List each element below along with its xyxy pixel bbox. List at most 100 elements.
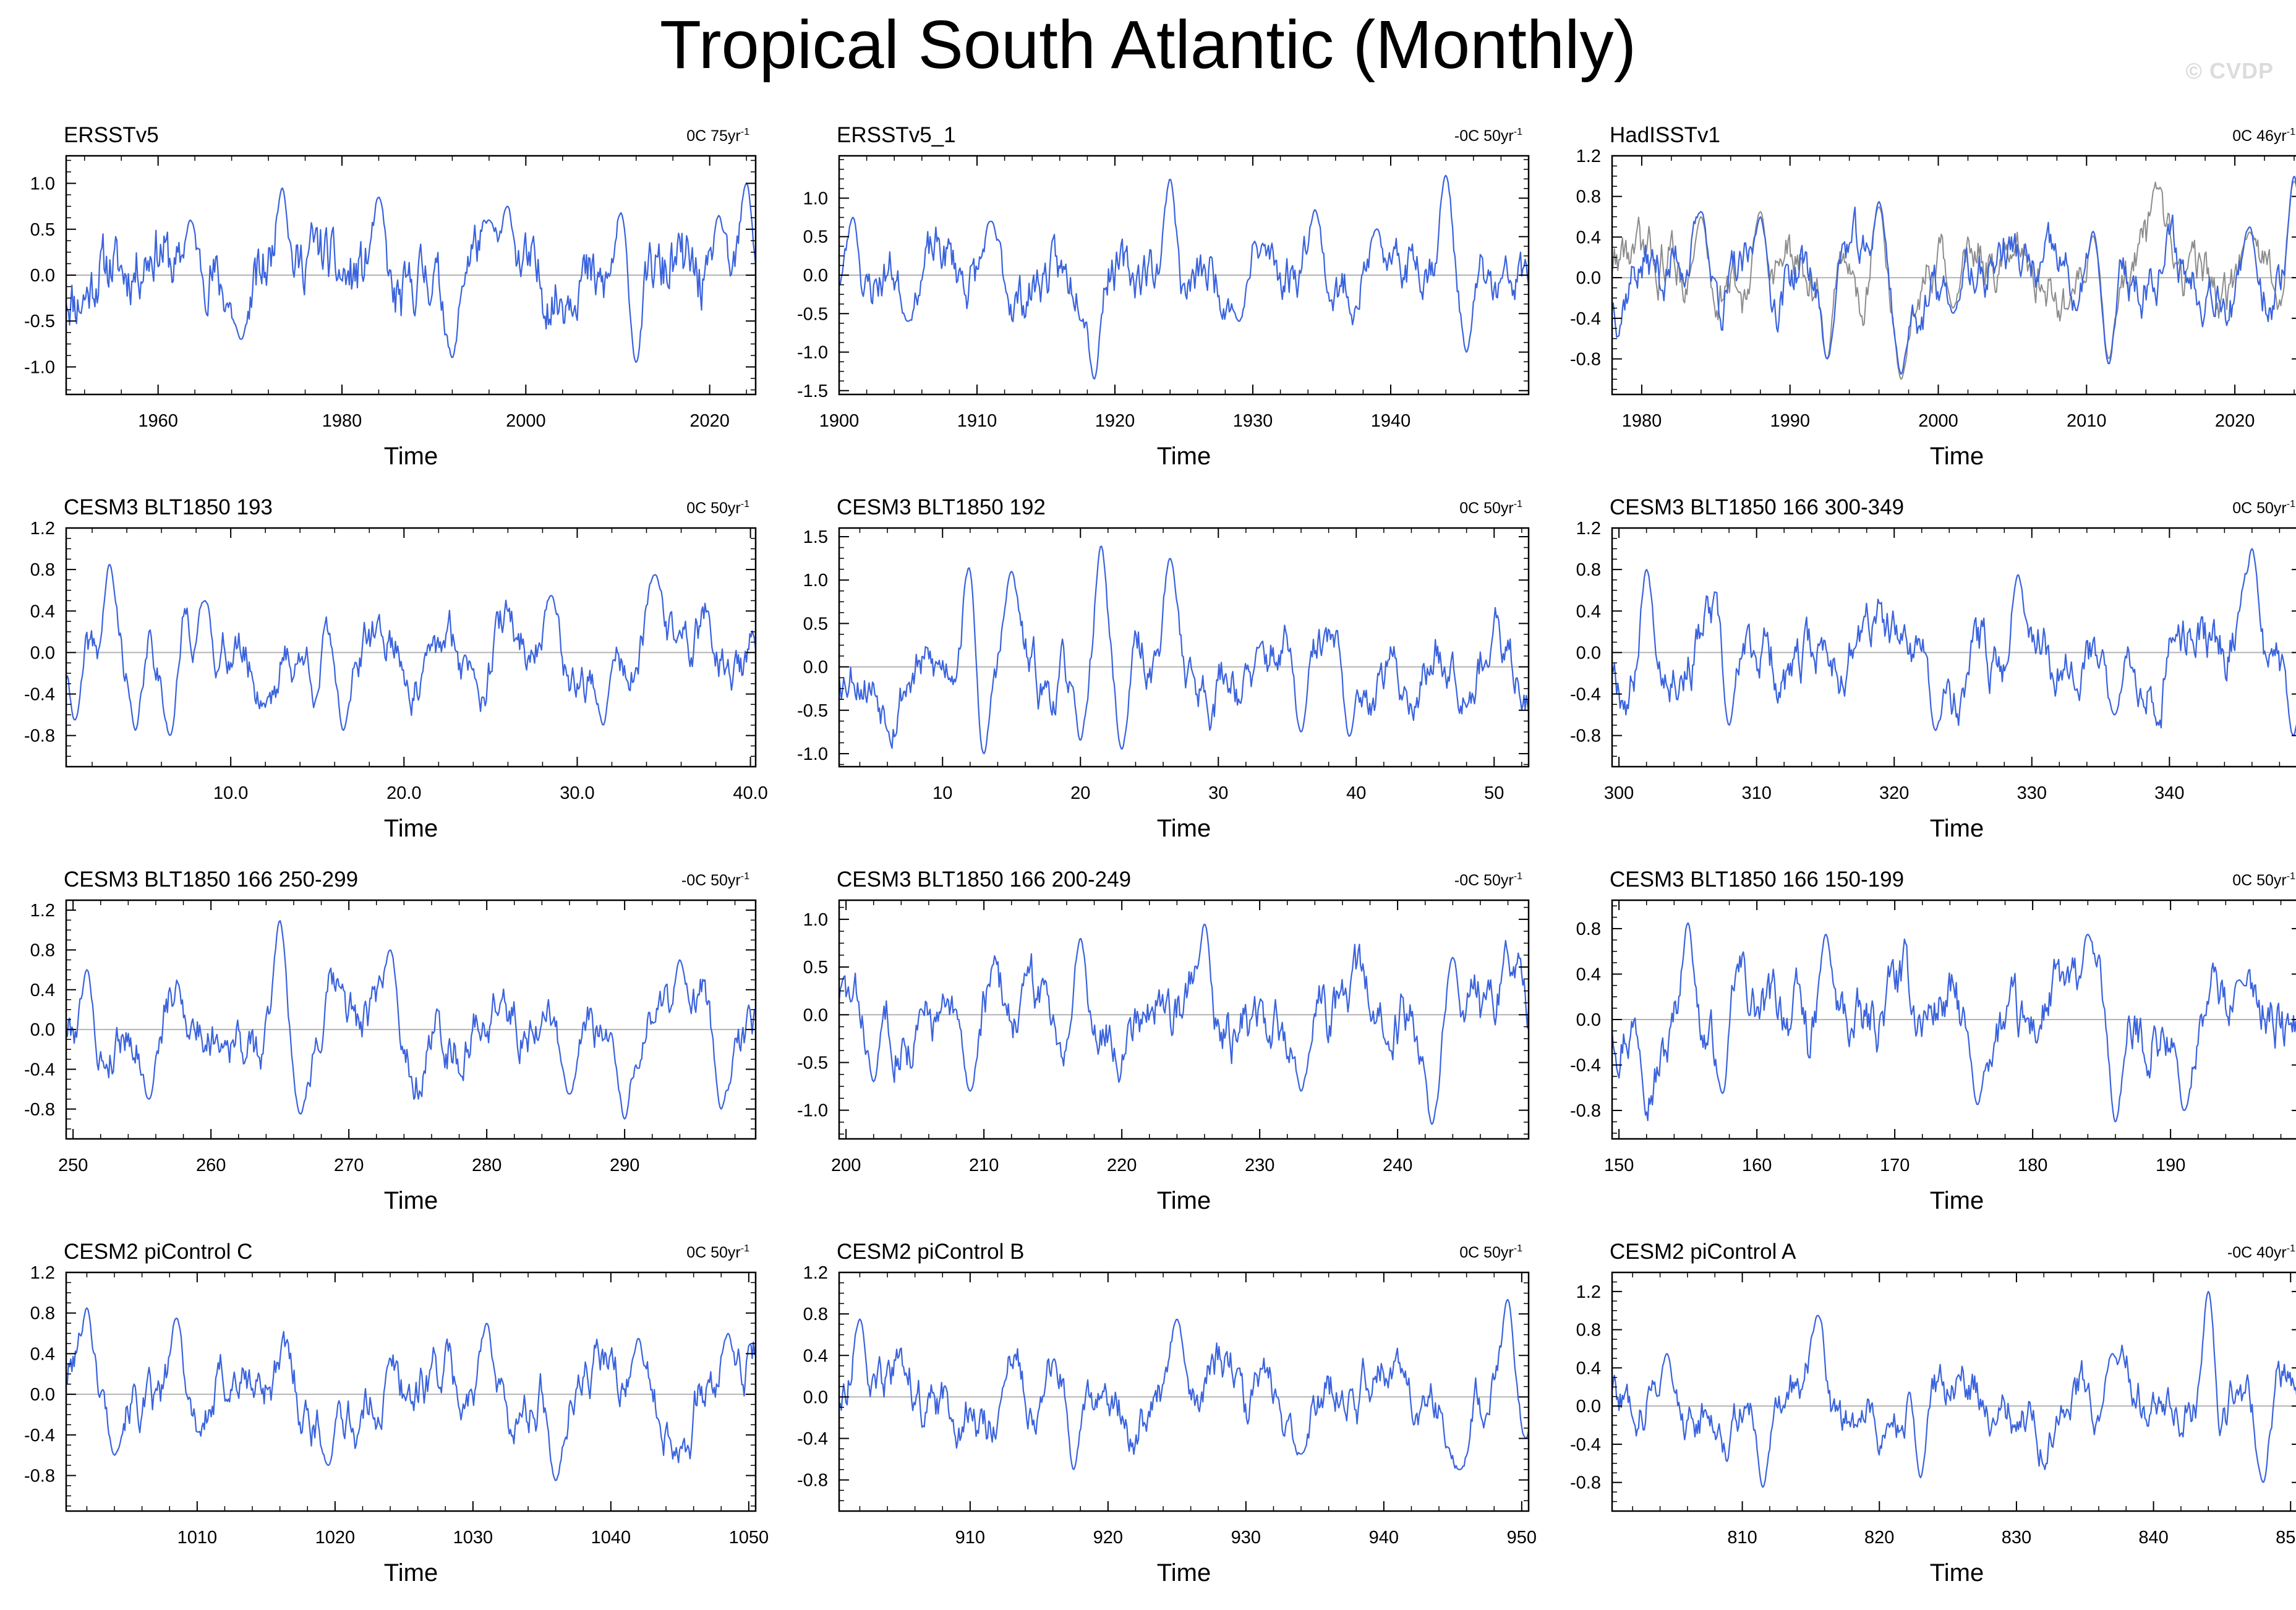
x-axis-label: Time: [384, 443, 438, 470]
y-tick-label: -0.8: [1570, 1473, 1601, 1493]
plot-frame: [65, 1271, 757, 1512]
x-tick-label: 1960: [138, 411, 178, 431]
x-axis-label: Time: [1157, 443, 1211, 470]
plot-frame: [838, 1271, 1530, 1512]
y-tick-label: 1.2: [30, 901, 55, 921]
y-tick-label: 0.4: [1576, 228, 1601, 247]
x-tick-label: 200: [831, 1156, 861, 1175]
x-tick-label: 1980: [322, 411, 362, 431]
x-tick-label: 820: [1864, 1528, 1894, 1548]
y-tick-label: -0.4: [1570, 309, 1601, 329]
x-axis-label: Time: [384, 1559, 438, 1587]
trend-label: 0C 50yr-1: [686, 499, 749, 517]
y-tick-label: -0.8: [1570, 350, 1601, 370]
panel-title: ERSSTv5_1: [837, 123, 956, 147]
panel-4: CESM3 BLT1850 193 0C 50yr-1 -0.8 -0.4 0.0 0.4…: [24, 495, 768, 842]
panel-3: HadISSTv1 0C 46yr-1 -0.8 -0.4 0.0 0.4 0.8 1.2 19…: [1570, 123, 2296, 470]
y-tick-label: 0.0: [1576, 1010, 1601, 1030]
y-tick-label: -1.0: [24, 357, 55, 377]
x-tick-label: 20: [1070, 783, 1090, 803]
plot-frame: [65, 899, 757, 1140]
y-tick-label: -0.4: [797, 1429, 828, 1449]
y-tick-label: 0.5: [30, 220, 55, 240]
x-tick-label: 10.0: [213, 783, 248, 803]
series-line-cesm2-picontrol-b: [839, 1298, 1529, 1470]
x-tick-label: 1990: [1770, 411, 1810, 431]
y-tick-label: -1.0: [797, 744, 828, 764]
y-tick-label: -0.4: [24, 685, 55, 705]
x-tick-label: 920: [1093, 1528, 1123, 1548]
x-tick-label: 300: [1604, 783, 1634, 803]
panel-5: CESM3 BLT1850 192 0C 50yr-1 -1.0 -0.5 0.0 0.5…: [797, 495, 1530, 842]
y-tick-label: 1.2: [1576, 1282, 1601, 1302]
panel-11: CESM2 piControl B 0C 50yr-1 -0.8 -0.4 0.0 0.4…: [797, 1240, 1537, 1587]
x-tick-label: 170: [1880, 1156, 1910, 1175]
series-line-cesm3-blt1850-166-200-249: [839, 924, 1529, 1125]
y-tick-label: 0.0: [30, 1020, 55, 1040]
x-tick-label: 810: [1727, 1528, 1757, 1548]
y-tick-label: -0.4: [1570, 1056, 1601, 1076]
y-tick-label: 1.5: [803, 527, 828, 547]
panel-title: CESM3 BLT1850 192: [837, 495, 1046, 519]
x-tick-label: 270: [334, 1156, 364, 1175]
panel-title: CESM2 piControl C: [64, 1240, 252, 1264]
x-tick-label: 220: [1107, 1156, 1137, 1175]
trend-label: 0C 50yr-1: [2232, 871, 2295, 889]
y-tick-label: -0.8: [24, 1467, 55, 1486]
series-line-hadisstv1: [1612, 176, 2296, 375]
x-tick-label: 1900: [819, 411, 860, 431]
x-tick-label: 40.0: [733, 783, 767, 803]
trend-label: -0C 50yr-1: [681, 871, 749, 889]
x-tick-label: 840: [2138, 1528, 2168, 1548]
trend-label: 0C 50yr-1: [1459, 1243, 1522, 1261]
x-tick-label: 260: [196, 1156, 226, 1175]
y-tick-label: 0.8: [30, 940, 55, 960]
panel-title: CESM2 piControl B: [837, 1240, 1024, 1264]
y-tick-label: -0.4: [24, 1426, 55, 1446]
x-tick-label: 1040: [591, 1528, 631, 1548]
series-line-ersstv5-overlay: [1612, 181, 2296, 380]
panel-title: CESM3 BLT1850 193: [64, 495, 273, 519]
x-tick-label: 20.0: [386, 783, 421, 803]
trend-label: 0C 50yr-1: [1459, 499, 1522, 517]
y-tick-label: 0.0: [30, 643, 55, 663]
x-tick-label: 210: [969, 1156, 999, 1175]
y-tick-label: -0.8: [1570, 1101, 1601, 1121]
y-tick-label: 0.4: [30, 981, 55, 1000]
y-tick-label: 0.0: [1576, 643, 1601, 663]
y-tick-label: -1.0: [797, 343, 828, 363]
y-tick-label: 1.2: [30, 519, 55, 539]
panel-title: CESM3 BLT1850 166 300-349: [1610, 495, 1904, 519]
y-tick-label: 0.4: [30, 1344, 55, 1364]
x-tick-label: 320: [1879, 783, 1909, 803]
series-line-cesm3-blt1850-166-150-199: [1612, 922, 2296, 1123]
plot-frame: [1611, 1271, 2296, 1512]
x-axis-label: Time: [1930, 1559, 1984, 1587]
x-tick-label: 830: [2002, 1528, 2031, 1548]
y-tick-label: 1.0: [30, 174, 55, 194]
y-tick-label: 0.8: [30, 560, 55, 580]
panel-title: CESM3 BLT1850 166 150-199: [1610, 867, 1904, 892]
x-tick-label: 1930: [1233, 411, 1273, 431]
panel-1: ERSSTv5 0C 75yr-1 -1.0 -0.5 0.0 0.5 1.0 1960 198…: [24, 123, 757, 470]
y-tick-label: -0.4: [1570, 685, 1601, 705]
panel-6: CESM3 BLT1850 166 300-349 0C 50yr-1 -0.8 -0…: [1570, 495, 2296, 842]
panel-title: ERSSTv5: [64, 123, 159, 147]
panel-9: CESM3 BLT1850 166 150-199 0C 50yr-1 -0.8 -0…: [1570, 867, 2296, 1214]
panel-2: ERSSTv5_1 -0C 50yr-1 -1.5 -1.0 -0.5 0.0 0.5 1.0…: [797, 123, 1530, 470]
x-tick-label: 1910: [957, 411, 997, 431]
y-tick-label: 0.0: [1576, 1397, 1601, 1416]
panel-12: CESM2 piControl A -0C 40yr-1 -0.8 -0.4 0.0 0.…: [1570, 1240, 2296, 1587]
y-tick-label: 0.0: [30, 1385, 55, 1405]
y-tick-label: -0.4: [24, 1060, 55, 1080]
plot-frame: [65, 527, 757, 768]
y-tick-label: 0.4: [803, 1346, 828, 1366]
x-tick-label: 150: [1604, 1156, 1634, 1175]
y-tick-label: -0.8: [797, 1471, 828, 1491]
series-line-cesm2-picontrol-a: [1612, 1290, 2296, 1488]
x-tick-label: 1030: [453, 1528, 493, 1548]
plot-frame: [838, 527, 1530, 768]
x-axis-label: Time: [1157, 815, 1211, 842]
x-tick-label: 1920: [1095, 411, 1135, 431]
x-axis-label: Time: [384, 815, 438, 842]
